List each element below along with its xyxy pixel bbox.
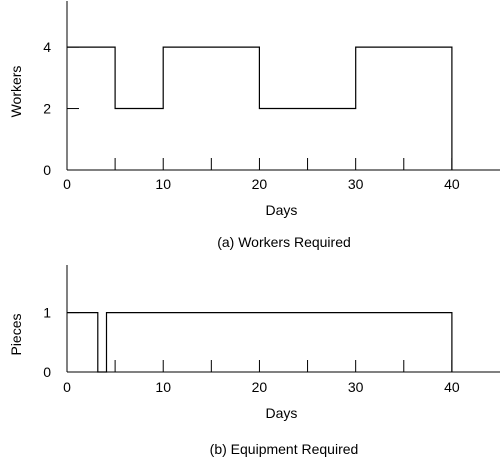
y-tick-label: 0: [43, 162, 51, 178]
step-line: [67, 312, 453, 373]
y-tick-label: 1: [43, 305, 51, 321]
x-tick-label: 30: [348, 379, 364, 395]
y-tick-label: 4: [43, 39, 51, 55]
chart-caption: (b) Equipment Required: [210, 441, 359, 457]
x-tick-label: 10: [155, 176, 171, 192]
equipment-chart: 0 10 20 30 40 0 1 Days Pieces (b) Equipment Requi…: [8, 265, 500, 457]
x-tick-label: 20: [252, 379, 268, 395]
x-axis-label: Days: [265, 202, 297, 218]
x-tick-label: 0: [63, 379, 71, 395]
x-tick-label: 20: [252, 176, 268, 192]
x-axis-label: Days: [265, 405, 297, 421]
x-tick-label: 10: [155, 379, 171, 395]
y-axis-label: Workers: [8, 66, 24, 118]
y-tick-label: 0: [43, 364, 51, 380]
workers-chart: 0 10 20 30 40 0 2 4 Days Workers (a) Workers Requi…: [8, 1, 500, 250]
y-axis-label: Pieces: [8, 313, 24, 355]
step-line: [67, 46, 453, 170]
y-tick-label: 2: [43, 101, 51, 117]
x-tick-label: 30: [348, 176, 364, 192]
chart-caption: (a) Workers Required: [217, 234, 351, 250]
x-tick-label: 40: [444, 176, 460, 192]
x-tick-label: 0: [63, 176, 71, 192]
x-tick-label: 40: [444, 379, 460, 395]
